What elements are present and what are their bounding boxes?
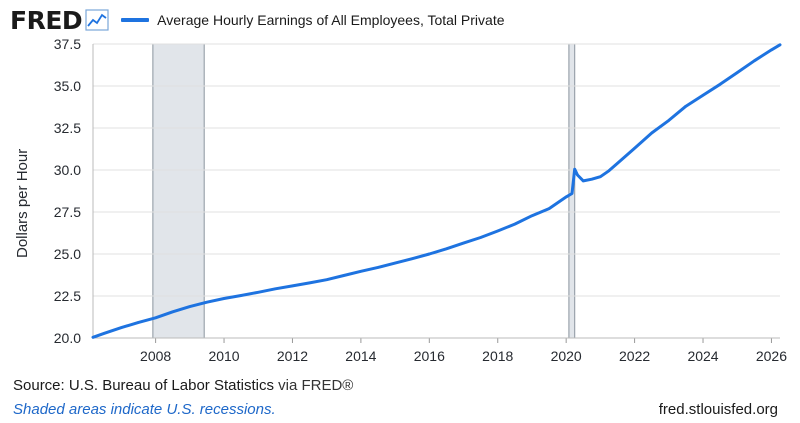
data-point: [582, 179, 585, 183]
data-point: [570, 192, 574, 195]
x-tick-label: 2008: [140, 348, 171, 364]
data-point: [530, 214, 534, 217]
data-point: [239, 294, 243, 297]
x-tick-label: 2024: [687, 348, 718, 364]
data-point: [428, 252, 431, 256]
data-point: [576, 173, 579, 177]
data-point: [573, 167, 576, 171]
data-point: [684, 104, 688, 108]
fred-logo[interactable]: FRED: [10, 5, 83, 35]
data-point: [513, 222, 517, 226]
x-tick-label: 2022: [619, 348, 650, 364]
data-point: [564, 195, 568, 199]
data-point: [778, 43, 782, 47]
y-tick-label: 27.5: [54, 204, 81, 220]
y-tick-label: 20.0: [54, 330, 81, 346]
data-point: [633, 146, 636, 150]
y-tick-label: 22.5: [54, 288, 81, 304]
fred-url-link[interactable]: fred.stlouisfed.org: [658, 401, 778, 418]
data-point: [411, 257, 414, 260]
data-point: [462, 241, 465, 245]
data-point: [274, 287, 277, 290]
x-tick-label: 2026: [756, 348, 787, 364]
source-label: Source: U.S. Bureau of Labor Statistics: [13, 377, 274, 394]
recession-note: Shaded areas indicate U.S. recessions.: [13, 401, 276, 418]
x-tick-label: 2014: [345, 348, 376, 364]
x-tick-label: 2010: [208, 348, 239, 364]
y-axis-label: Dollars per Hour: [14, 148, 31, 258]
y-tick-label: 32.5: [54, 120, 81, 136]
source-text: Source: U.S. Bureau of Labor Statistics …: [13, 377, 353, 394]
data-point: [325, 278, 328, 281]
data-point: [376, 266, 380, 269]
data-point: [257, 291, 260, 294]
line-chart-icon: [85, 9, 109, 31]
data-point: [736, 71, 739, 74]
data-point: [359, 270, 363, 273]
data-point: [718, 83, 722, 86]
data-point: [667, 119, 671, 122]
data-point: [496, 229, 499, 233]
x-tick-label: 2018: [482, 348, 513, 364]
data-point: [91, 336, 95, 339]
data-point: [205, 301, 209, 304]
data-point: [342, 274, 345, 277]
data-point: [590, 178, 594, 181]
data-point: [479, 236, 482, 239]
data-point: [607, 169, 611, 173]
x-tick-label: 2020: [551, 348, 582, 364]
y-tick-label: 37.5: [54, 36, 81, 52]
data-point: [103, 332, 106, 335]
legend-swatch: [121, 18, 150, 22]
x-tick-label: 2012: [277, 348, 308, 364]
data-point: [291, 284, 294, 288]
data-point: [753, 59, 756, 62]
data-point: [770, 48, 773, 52]
data-point: [137, 321, 140, 324]
data-point: [616, 162, 619, 165]
chart-legend: Average Hourly Earnings of All Employees…: [121, 12, 505, 28]
recession-band-0: [152, 43, 205, 339]
data-point: [308, 281, 311, 285]
via-label: via FRED®: [273, 377, 354, 394]
data-point: [701, 94, 705, 97]
y-tick-label: 30.0: [54, 162, 81, 178]
data-point: [393, 261, 397, 265]
y-tick-label: 25.0: [54, 246, 81, 262]
data-point: [445, 247, 448, 250]
chart-header: FRED Average Hourly Earnings of All Empl…: [10, 5, 505, 35]
y-tick-label: 35.0: [54, 78, 81, 94]
data-point: [650, 131, 653, 135]
data-point: [222, 297, 226, 300]
data-point: [171, 310, 174, 313]
x-tick-label: 2016: [414, 348, 445, 364]
data-point: [547, 207, 551, 210]
data-point: [120, 326, 123, 329]
legend-series-label[interactable]: Average Hourly Earnings of All Employees…: [157, 12, 505, 28]
data-point: [154, 316, 157, 320]
data-point: [599, 175, 602, 178]
data-point: [188, 305, 192, 308]
